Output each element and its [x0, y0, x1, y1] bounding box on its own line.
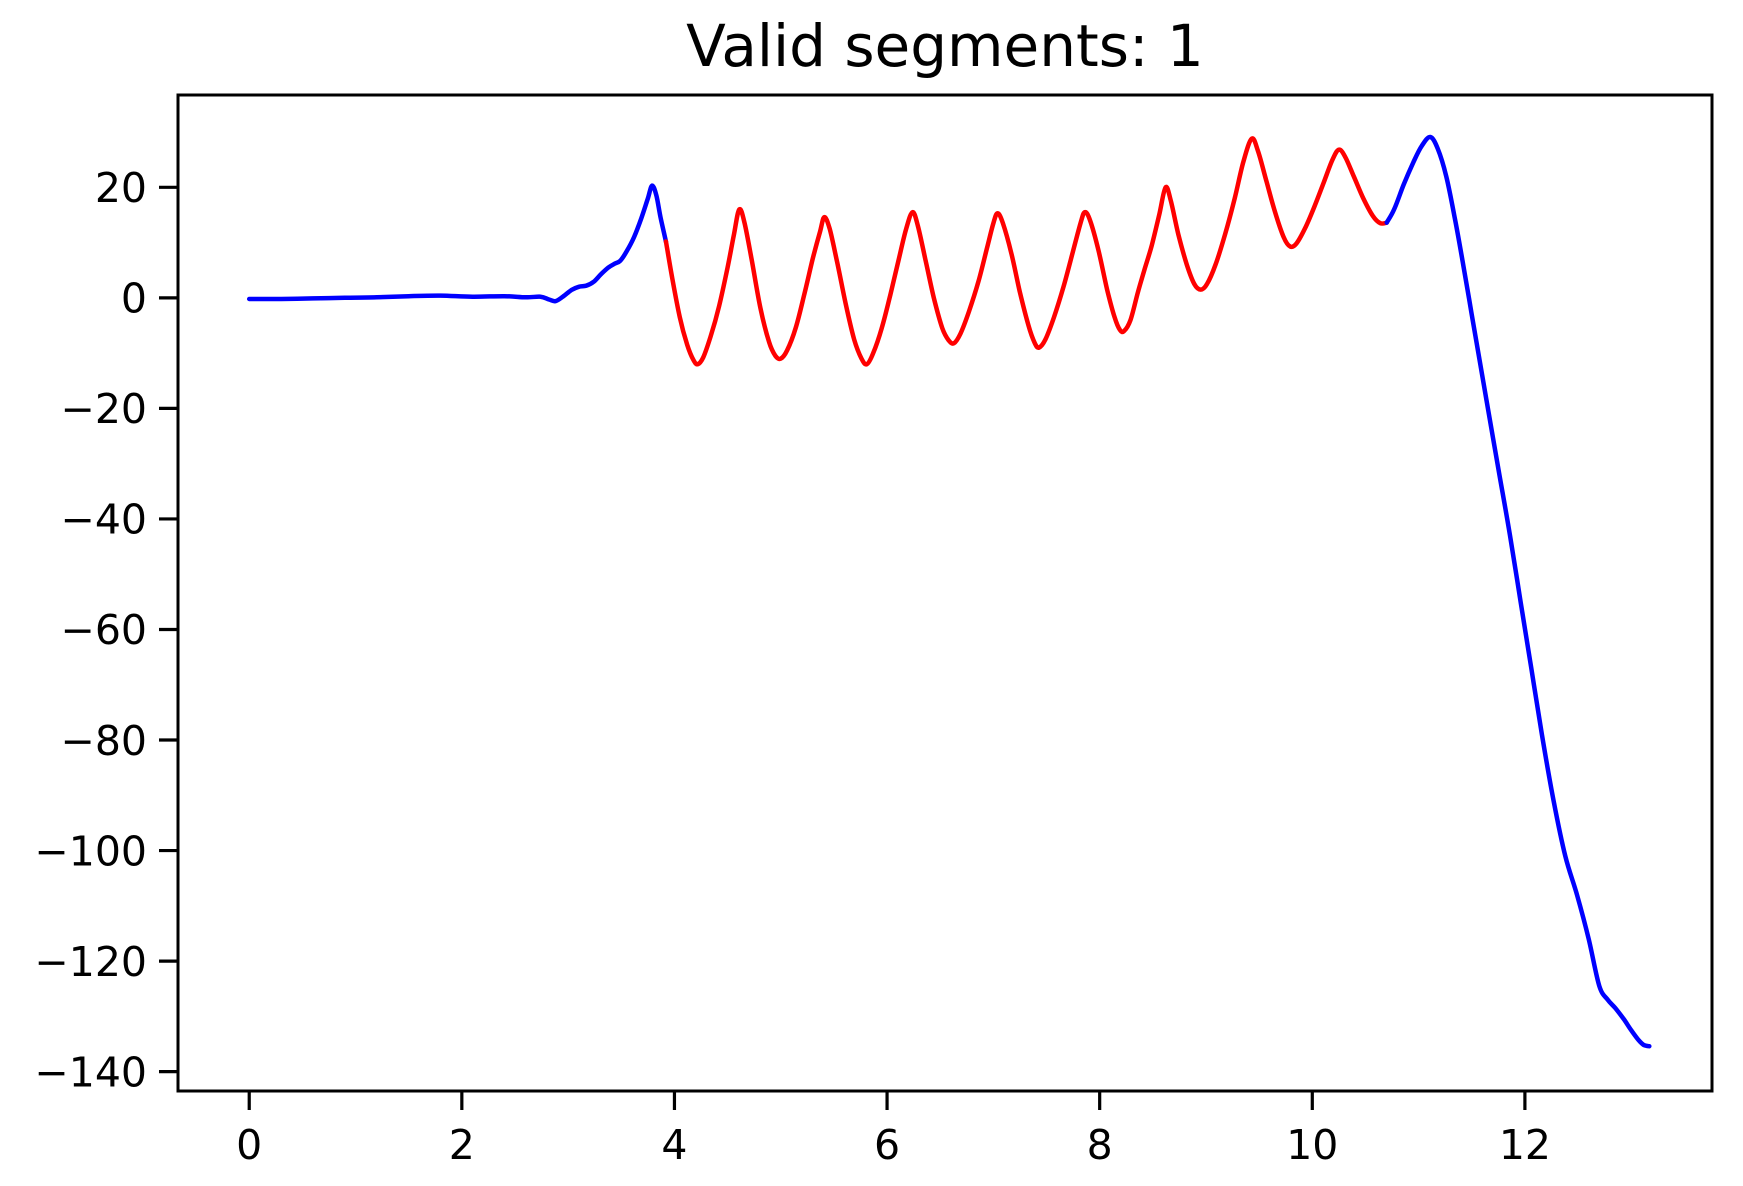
chart-title: Valid segments: 1 [686, 12, 1204, 80]
trailing-blue-segment-line [1384, 134, 1652, 1049]
x-tick-label: 2 [449, 1121, 475, 1169]
y-tick-label: −100 [34, 827, 147, 875]
y-tick-label: −80 [60, 717, 147, 765]
x-tick-label: 0 [236, 1121, 262, 1169]
y-tick-label: −40 [60, 496, 147, 544]
y-tick-label: −60 [60, 606, 147, 654]
y-tick-label: −120 [34, 938, 147, 986]
x-tick-label: 4 [661, 1121, 687, 1169]
valid-red-segment-line [663, 136, 1389, 367]
y-tick-label: 0 [121, 275, 147, 323]
x-tick-label: 6 [874, 1121, 900, 1169]
x-tick-label: 10 [1286, 1121, 1338, 1169]
leading-blue-segment-line [246, 183, 669, 304]
y-tick-label: −20 [60, 385, 147, 433]
y-tick-label: 20 [95, 164, 147, 212]
y-tick-label: −140 [34, 1048, 147, 1096]
x-tick-label: 8 [1087, 1121, 1113, 1169]
x-tick-label: 12 [1499, 1121, 1551, 1169]
axes-spines [176, 93, 1714, 1093]
